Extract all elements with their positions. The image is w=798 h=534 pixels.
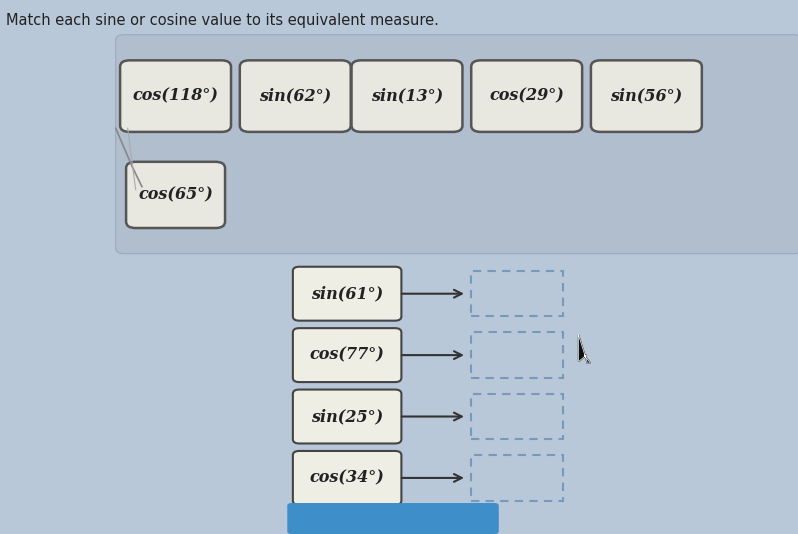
Text: cos(29°): cos(29°) [489,88,564,105]
FancyBboxPatch shape [239,60,351,132]
Text: sin(61°): sin(61°) [311,285,383,302]
FancyBboxPatch shape [120,60,231,132]
Polygon shape [579,335,591,363]
Bar [471,332,563,378]
FancyBboxPatch shape [591,60,702,132]
FancyBboxPatch shape [126,162,225,228]
Text: sin(25°): sin(25°) [311,408,383,425]
FancyBboxPatch shape [351,60,463,132]
FancyBboxPatch shape [293,328,401,382]
Text: sin(56°): sin(56°) [610,88,682,105]
Text: cos(34°): cos(34°) [310,469,385,486]
Text: cos(65°): cos(65°) [138,186,213,203]
FancyBboxPatch shape [116,35,798,254]
Text: cos(118°): cos(118°) [132,88,219,105]
FancyBboxPatch shape [293,390,401,443]
Bar [471,271,563,316]
Text: sin(13°): sin(13°) [371,88,443,105]
FancyBboxPatch shape [293,451,401,505]
Text: cos(77°): cos(77°) [310,347,385,364]
Text: Match each sine or cosine value to its equivalent measure.: Match each sine or cosine value to its e… [6,13,439,28]
Text: sin(62°): sin(62°) [259,88,331,105]
FancyBboxPatch shape [293,266,401,320]
FancyBboxPatch shape [287,503,499,534]
Bar [471,455,563,501]
Bar [471,394,563,439]
FancyBboxPatch shape [471,60,583,132]
